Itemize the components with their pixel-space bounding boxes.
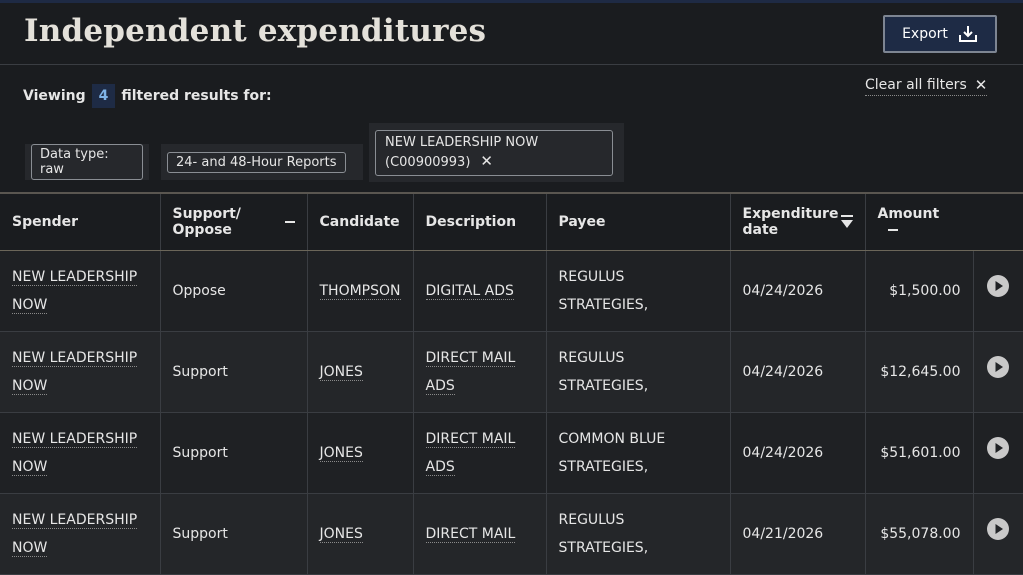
play-circle-icon[interactable] bbox=[987, 355, 1010, 378]
expenditures-table: Spender Support/ Oppose Candidate Descri… bbox=[0, 194, 1023, 575]
support-oppose-cell: Oppose bbox=[160, 250, 308, 332]
table-row: NEW LEADERSHIP NOW Support JONES DIRECT … bbox=[0, 412, 1023, 494]
results-summary: Viewing 4 filtered results for: bbox=[23, 84, 272, 108]
minus-icon bbox=[284, 220, 295, 223]
description-link[interactable]: DIRECT MAIL ADS bbox=[425, 430, 516, 476]
filter-tag-committee-name: NEW LEADERSHIP NOW bbox=[385, 134, 539, 150]
amount-cell: $55,078.00 bbox=[865, 493, 974, 575]
payee-cell: COMMON BLUE STRATEGIES, bbox=[546, 412, 731, 494]
support-oppose-cell: Support bbox=[160, 412, 308, 494]
payee-cell: REGULUS STRATEGIES, bbox=[546, 331, 731, 413]
description-link[interactable]: DIGITAL ADS bbox=[425, 282, 514, 300]
filter-tag-data-type[interactable]: Data type: raw bbox=[31, 144, 143, 180]
export-button-label: Export bbox=[902, 26, 948, 42]
remove-filter-icon[interactable]: ✕ bbox=[480, 151, 493, 170]
column-header-support-oppose[interactable]: Support/ Oppose bbox=[160, 194, 308, 251]
candidate-link[interactable]: JONES bbox=[319, 444, 363, 462]
page-title: Independent expenditures bbox=[24, 13, 487, 49]
play-circle-icon[interactable] bbox=[987, 436, 1010, 459]
filter-tag-committee[interactable]: NEW LEADERSHIP NOW (C00900993) ✕ bbox=[375, 129, 613, 176]
page-header: Independent expenditures Export bbox=[0, 3, 1023, 65]
table-header-row: Spender Support/ Oppose Candidate Descri… bbox=[0, 194, 1023, 251]
column-header-candidate[interactable]: Candidate bbox=[307, 194, 414, 251]
amount-label: Amount bbox=[877, 205, 940, 222]
candidate-link[interactable]: JONES bbox=[319, 525, 363, 543]
clear-all-filters-label: Clear all filters bbox=[865, 77, 967, 93]
amount-cell: $12,645.00 bbox=[865, 331, 974, 413]
play-circle-icon[interactable] bbox=[987, 274, 1010, 297]
date-cell: 04/21/2026 bbox=[730, 493, 866, 575]
payee-cell: REGULUS STRATEGIES, bbox=[546, 250, 731, 332]
filter-tag-container: Data type: raw bbox=[25, 144, 149, 180]
play-circle-icon[interactable] bbox=[987, 517, 1010, 540]
filter-tag-report-type[interactable]: 24- and 48-Hour Reports bbox=[167, 151, 346, 173]
minus-icon bbox=[887, 228, 898, 231]
close-icon: ✕ bbox=[974, 76, 988, 94]
column-header-actions bbox=[973, 194, 1023, 251]
viewing-prefix: Viewing bbox=[23, 88, 86, 104]
date-cell: 04/24/2026 bbox=[730, 250, 866, 332]
sort-descending-icon bbox=[840, 214, 853, 228]
column-header-description[interactable]: Description bbox=[413, 194, 547, 251]
column-header-amount[interactable]: Amount bbox=[865, 194, 973, 251]
column-header-spender[interactable]: Spender bbox=[0, 194, 161, 251]
date-cell: 04/24/2026 bbox=[730, 412, 866, 494]
payee-cell: REGULUS STRATEGIES, bbox=[546, 493, 731, 575]
spender-link[interactable]: NEW LEADERSHIP NOW bbox=[12, 430, 138, 476]
support-oppose-label: Support/ Oppose bbox=[172, 205, 241, 238]
date-cell: 04/24/2026 bbox=[730, 331, 866, 413]
download-icon bbox=[958, 26, 977, 42]
amount-cell: $1,500.00 bbox=[865, 250, 974, 332]
table-row: NEW LEADERSHIP NOW Oppose THOMPSON DIGIT… bbox=[0, 250, 1023, 332]
filter-panel: Viewing 4 filtered results for: Clear al… bbox=[0, 66, 1023, 192]
spender-link[interactable]: NEW LEADERSHIP NOW bbox=[12, 349, 138, 395]
top-accent-line bbox=[0, 0, 1023, 3]
result-count-badge: 4 bbox=[91, 84, 116, 108]
spender-link[interactable]: NEW LEADERSHIP NOW bbox=[12, 268, 138, 314]
filter-tag-container: 24- and 48-Hour Reports bbox=[161, 144, 363, 180]
candidate-link[interactable]: THOMPSON bbox=[319, 282, 401, 300]
clear-all-filters-link[interactable]: Clear all filters ✕ bbox=[865, 76, 988, 96]
spender-link[interactable]: NEW LEADERSHIP NOW bbox=[12, 511, 138, 557]
table-row: NEW LEADERSHIP NOW Support JONES DIRECT … bbox=[0, 331, 1023, 413]
description-link[interactable]: DIRECT MAIL ADS bbox=[425, 349, 516, 395]
viewing-suffix: filtered results for: bbox=[121, 88, 272, 104]
column-header-payee[interactable]: Payee bbox=[546, 194, 731, 251]
export-button[interactable]: Export bbox=[883, 15, 997, 53]
expenditure-date-label: Expenditure date bbox=[742, 205, 839, 238]
description-link[interactable]: DIRECT MAIL bbox=[425, 525, 516, 543]
section-divider bbox=[0, 192, 1023, 194]
filter-tag-committee-id: (C00900993) bbox=[385, 154, 471, 170]
column-header-expenditure-date[interactable]: Expenditure date bbox=[730, 194, 866, 251]
support-oppose-cell: Support bbox=[160, 331, 308, 413]
filter-tag-container: NEW LEADERSHIP NOW (C00900993) ✕ bbox=[369, 123, 624, 182]
table-row: NEW LEADERSHIP NOW Support JONES DIRECT … bbox=[0, 493, 1023, 575]
support-oppose-cell: Support bbox=[160, 493, 308, 575]
amount-cell: $51,601.00 bbox=[865, 412, 974, 494]
candidate-link[interactable]: JONES bbox=[319, 363, 363, 381]
